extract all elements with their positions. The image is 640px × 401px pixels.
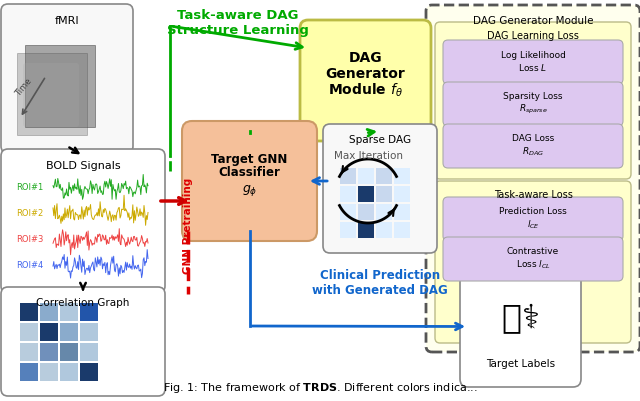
FancyBboxPatch shape	[376, 222, 392, 238]
FancyBboxPatch shape	[80, 343, 98, 361]
FancyBboxPatch shape	[1, 287, 165, 396]
Text: BOLD Signals: BOLD Signals	[45, 161, 120, 171]
FancyBboxPatch shape	[20, 343, 38, 361]
Text: Time: Time	[14, 77, 34, 99]
Text: Sparsity Loss
$R_{sparse}$: Sparsity Loss $R_{sparse}$	[503, 92, 563, 116]
FancyBboxPatch shape	[25, 45, 95, 127]
FancyBboxPatch shape	[300, 20, 431, 141]
Text: Module $f_\theta$: Module $f_\theta$	[328, 82, 403, 99]
FancyBboxPatch shape	[358, 204, 374, 220]
FancyBboxPatch shape	[20, 323, 38, 341]
FancyBboxPatch shape	[80, 363, 98, 381]
FancyBboxPatch shape	[40, 323, 58, 341]
Text: Fig. 1: The framework of $\mathbf{TRDS}$. Different colors indica...: Fig. 1: The framework of $\mathbf{TRDS}$…	[163, 381, 477, 395]
FancyBboxPatch shape	[443, 197, 623, 241]
FancyBboxPatch shape	[376, 204, 392, 220]
FancyBboxPatch shape	[426, 5, 640, 352]
FancyBboxPatch shape	[435, 22, 631, 179]
FancyBboxPatch shape	[80, 303, 98, 321]
Text: DAG: DAG	[349, 51, 382, 65]
Text: Task-aware Loss: Task-aware Loss	[493, 190, 572, 200]
Text: Max Iteration: Max Iteration	[333, 151, 403, 161]
FancyBboxPatch shape	[340, 204, 356, 220]
FancyBboxPatch shape	[376, 168, 392, 184]
FancyBboxPatch shape	[60, 343, 78, 361]
FancyBboxPatch shape	[40, 363, 58, 381]
FancyBboxPatch shape	[40, 303, 58, 321]
FancyBboxPatch shape	[394, 204, 410, 220]
Text: Task-aware DAG
Structure Learning: Task-aware DAG Structure Learning	[167, 9, 309, 37]
FancyBboxPatch shape	[31, 55, 87, 119]
FancyBboxPatch shape	[323, 124, 437, 253]
FancyBboxPatch shape	[376, 186, 392, 202]
Text: Sparse DAG: Sparse DAG	[349, 135, 411, 145]
Text: Clinical Prediction
with Generated DAG: Clinical Prediction with Generated DAG	[312, 269, 448, 297]
FancyBboxPatch shape	[60, 323, 78, 341]
FancyBboxPatch shape	[39, 47, 95, 111]
FancyBboxPatch shape	[358, 168, 374, 184]
Text: 🧑‍⚕️: 🧑‍⚕️	[502, 302, 540, 335]
Text: ROI#4: ROI#4	[17, 261, 44, 271]
FancyBboxPatch shape	[358, 186, 374, 202]
Text: Target Labels: Target Labels	[486, 359, 555, 369]
FancyBboxPatch shape	[23, 63, 79, 127]
FancyBboxPatch shape	[340, 186, 356, 202]
Text: ROI#2: ROI#2	[17, 209, 44, 219]
FancyBboxPatch shape	[80, 323, 98, 341]
Text: GNN Pretraining: GNN Pretraining	[183, 178, 193, 274]
FancyBboxPatch shape	[394, 222, 410, 238]
FancyBboxPatch shape	[358, 222, 374, 238]
FancyBboxPatch shape	[1, 149, 165, 293]
Text: ROI#3: ROI#3	[16, 235, 44, 245]
Text: Classifier: Classifier	[219, 166, 280, 180]
Text: DAG Generator Module: DAG Generator Module	[473, 16, 593, 26]
Text: DAG Learning Loss: DAG Learning Loss	[487, 31, 579, 41]
Text: Target GNN: Target GNN	[211, 152, 288, 166]
FancyBboxPatch shape	[40, 343, 58, 361]
FancyBboxPatch shape	[20, 303, 38, 321]
Text: Contrastive
Loss $l_{CL}$: Contrastive Loss $l_{CL}$	[507, 247, 559, 271]
FancyBboxPatch shape	[20, 363, 38, 381]
FancyBboxPatch shape	[340, 222, 356, 238]
Text: ROI#1: ROI#1	[17, 184, 44, 192]
FancyBboxPatch shape	[443, 82, 623, 126]
FancyBboxPatch shape	[17, 53, 87, 135]
FancyBboxPatch shape	[394, 168, 410, 184]
Text: Prediction Loss
$l_{CE}$: Prediction Loss $l_{CE}$	[499, 207, 567, 231]
Text: fMRI: fMRI	[54, 16, 79, 26]
FancyBboxPatch shape	[435, 181, 631, 343]
Text: $g_\phi$: $g_\phi$	[242, 184, 257, 198]
FancyBboxPatch shape	[340, 168, 356, 184]
Text: DAG Loss
$R_{DAG}$: DAG Loss $R_{DAG}$	[512, 134, 554, 158]
FancyBboxPatch shape	[60, 363, 78, 381]
FancyBboxPatch shape	[182, 121, 317, 241]
FancyBboxPatch shape	[33, 37, 103, 119]
Text: Correlation Graph: Correlation Graph	[36, 298, 130, 308]
FancyBboxPatch shape	[1, 4, 133, 153]
Text: Log Likelihood
Loss $L$: Log Likelihood Loss $L$	[500, 51, 565, 73]
FancyBboxPatch shape	[443, 124, 623, 168]
FancyBboxPatch shape	[443, 40, 623, 84]
FancyBboxPatch shape	[394, 186, 410, 202]
FancyBboxPatch shape	[460, 266, 581, 387]
Text: Generator: Generator	[326, 67, 405, 81]
FancyBboxPatch shape	[60, 303, 78, 321]
FancyBboxPatch shape	[443, 237, 623, 281]
